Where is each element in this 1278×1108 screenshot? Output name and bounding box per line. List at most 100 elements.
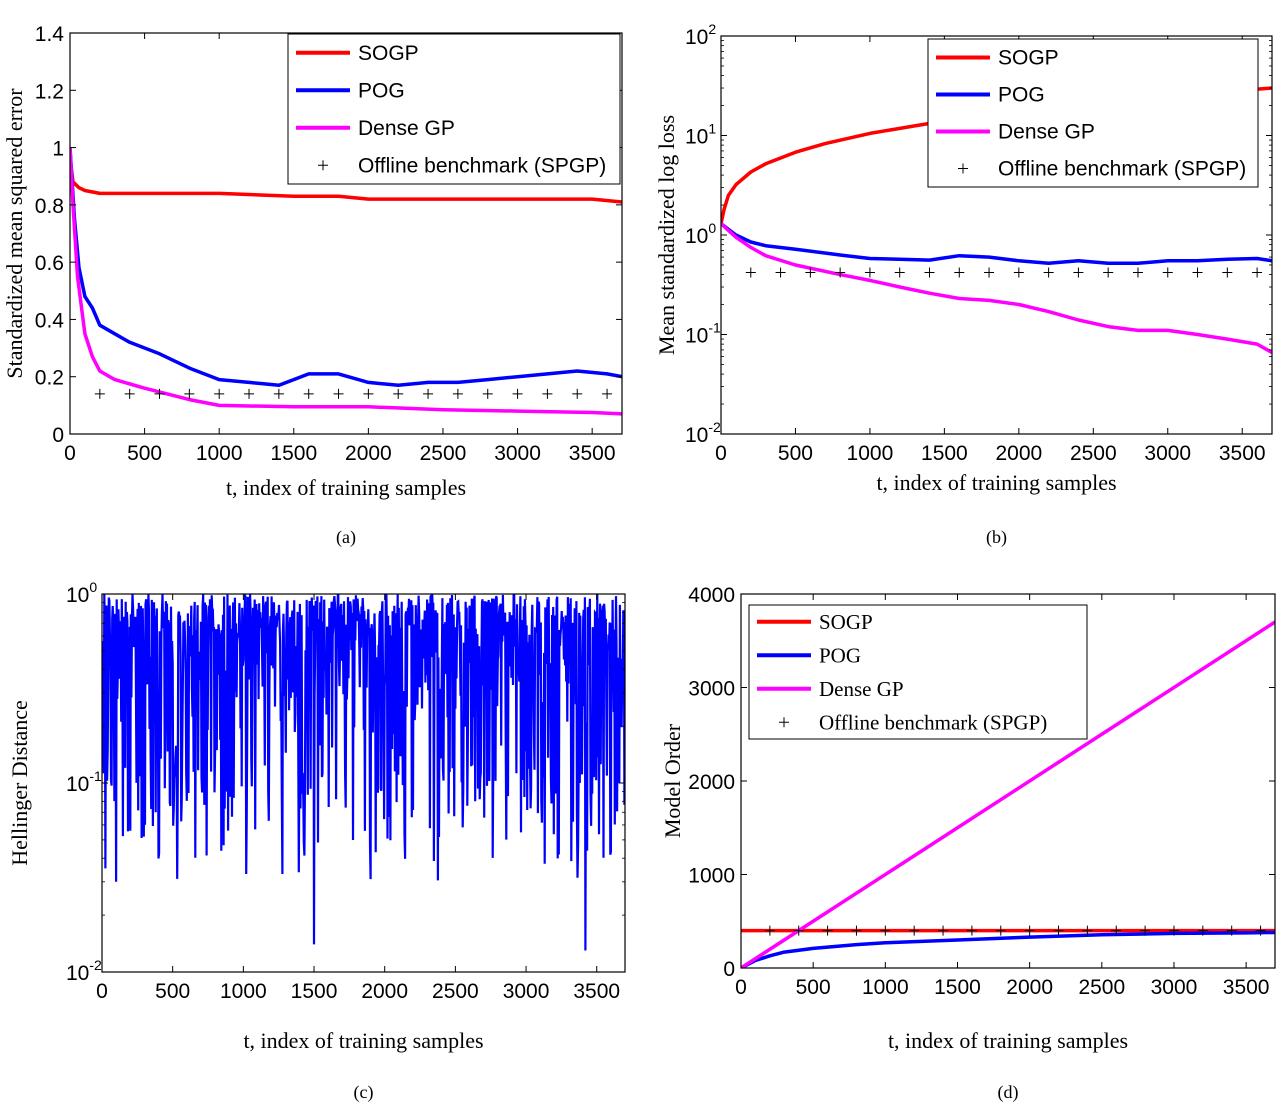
benchmark-marker [1111, 925, 1122, 936]
x-tick-label: 1500 [270, 442, 317, 465]
benchmark-marker [542, 388, 553, 399]
benchmark-marker [214, 388, 225, 399]
benchmark-marker [793, 925, 804, 936]
y-tick-label: 0.6 [35, 252, 64, 275]
benchmark-marker [1024, 925, 1035, 936]
x-tick-label: 500 [796, 976, 831, 999]
plot-area [70, 147, 622, 416]
y-tick-label: 0.2 [35, 367, 64, 390]
benchmark-marker [1043, 267, 1054, 278]
benchmark-marker [984, 267, 995, 278]
x-tick-label: 2500 [432, 980, 479, 1003]
legend-label: POG [819, 643, 861, 667]
x-tick-label: 3500 [573, 980, 620, 1003]
benchmark-marker [954, 267, 965, 278]
chart-panel-a: 0 500 1000 1500 2000 2500 3000 3500 0 0.2 0.4 0.6 0.… [2, 23, 623, 548]
panel-caption: (d) [998, 1082, 1019, 1103]
benchmark-marker [1073, 267, 1084, 278]
benchmark-marker [452, 388, 463, 399]
plot-area [102, 594, 625, 951]
benchmark-marker [184, 388, 195, 399]
y-tick-label: 1.4 [35, 23, 65, 46]
benchmark-marker [1255, 925, 1266, 936]
benchmark-marker [1197, 925, 1208, 936]
legend-label: SOGP [998, 47, 1059, 70]
x-axis-label: t, index of training samples [876, 470, 1116, 495]
benchmark-marker [303, 388, 314, 399]
y-tick-label: 10-1 [685, 320, 721, 348]
benchmark-marker [995, 925, 1006, 936]
benchmark-marker [333, 388, 344, 399]
chart-panel-d: 0 500 1000 1500 2000 2500 3000 3500 0 1000 2000 300… [660, 584, 1276, 1103]
benchmark-marker [938, 925, 949, 936]
y-axis-label: Model Order [660, 723, 685, 838]
benchmark-marker [602, 388, 613, 399]
x-tick-label: 3000 [1151, 976, 1198, 999]
x-tick-label: 1500 [291, 980, 338, 1003]
benchmark-marker [851, 925, 862, 936]
benchmark-marker [1252, 267, 1263, 278]
benchmark-marker [154, 388, 165, 399]
x-tick-label: 500 [127, 442, 162, 465]
benchmark-marker [1132, 267, 1143, 278]
legend: SOGP POG Dense GP Offline benchmark (SPGP) [748, 604, 1088, 740]
y-tick-label: 1 [52, 138, 64, 161]
x-tick-label: 500 [778, 442, 813, 465]
y-tick-label: 102 [685, 21, 716, 49]
benchmark-marker [363, 388, 374, 399]
benchmark-marker [482, 388, 493, 399]
benchmark-marker [1013, 267, 1024, 278]
benchmark-marker [1222, 267, 1233, 278]
x-tick-label: 3500 [569, 442, 616, 465]
series-hellinger-line [102, 594, 625, 951]
x-tick-label: 0 [735, 976, 747, 999]
y-tick-label: 2000 [688, 771, 735, 794]
legend-label: Dense GP [998, 121, 1095, 144]
x-tick-label: 3000 [1144, 442, 1191, 465]
legend-label: POG [358, 79, 405, 102]
y-tick-label: 0.8 [35, 195, 64, 218]
benchmark-marker [1082, 925, 1093, 936]
y-tick-label: 100 [685, 220, 716, 248]
axes-frame [69, 32, 623, 435]
benchmark-marker [894, 267, 905, 278]
benchmark-marker [512, 388, 523, 399]
benchmark-marker [423, 388, 434, 399]
benchmark-marker [244, 388, 255, 399]
benchmark-marker [1162, 267, 1173, 278]
series-dense-gp-line [741, 620, 1275, 968]
series-dense-gp-line [721, 222, 1272, 355]
series-pog-line [70, 147, 622, 388]
y-tick-label: 0 [52, 424, 64, 447]
benchmark-marker [864, 267, 875, 278]
x-tick-label: 3000 [503, 980, 550, 1003]
x-tick-label: 1000 [847, 442, 894, 465]
x-axis-label: t, index of training samples [226, 475, 466, 500]
y-tick-label: 100 [66, 579, 97, 607]
y-tick-label: 4000 [688, 584, 735, 607]
y-axis-label: Mean standardized log loss [654, 115, 679, 355]
benchmark-marker [1053, 925, 1064, 936]
series-pog-line [741, 930, 1275, 968]
benchmark-marker [764, 925, 775, 936]
chart-panel-c: 0 500 1000 1500 2000 2500 3000 3500 10-2 10-1 100 t… [7, 579, 626, 1103]
series-pog-line [721, 222, 1272, 266]
y-axis-label: Standardized mean squared error [2, 88, 27, 379]
x-tick-label: 500 [155, 980, 190, 1003]
benchmark-marker [1140, 925, 1151, 936]
x-tick-label: 1000 [220, 980, 267, 1003]
y-tick-label: 1.2 [35, 80, 64, 103]
x-tick-label: 2500 [420, 442, 467, 465]
legend-label: Dense GP [819, 677, 904, 701]
legend-label: Offline benchmark (SPGP) [998, 158, 1246, 181]
y-axis-label: Hellinger Distance [7, 700, 32, 866]
benchmark-marker [393, 388, 404, 399]
x-axis-label: t, index of training samples [888, 1028, 1128, 1053]
y-tick-label: 10-1 [66, 768, 102, 796]
legend-label: Dense GP [358, 117, 455, 140]
panel-caption: (a) [336, 527, 356, 548]
legend: SOGP POG Dense GP Offline benchmark (SPGP) [287, 33, 621, 185]
legend-label: POG [998, 84, 1045, 107]
benchmark-marker [909, 925, 920, 936]
x-tick-label: 2000 [1006, 976, 1053, 999]
